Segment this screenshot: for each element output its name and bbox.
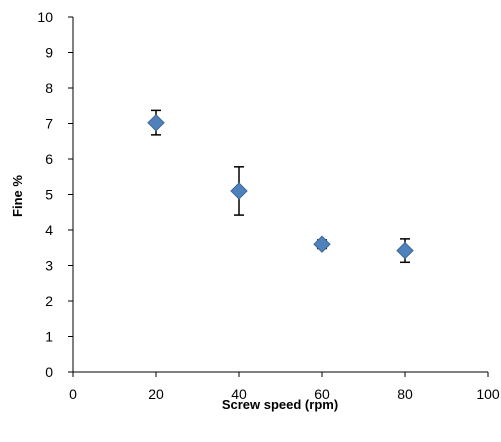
y-tick-label: 6 [45,151,53,167]
y-tick-label: 5 [45,187,53,203]
y-tick-label: 2 [45,293,53,309]
x-tick-label: 40 [231,386,247,402]
x-tick-label: 0 [69,386,77,402]
y-axis-title: Fine % [10,175,25,217]
y-tick-label: 7 [45,116,53,132]
x-axis-ticks: 0 20 40 60 80 100 [69,372,500,402]
x-tick-label: 20 [148,386,164,402]
data-point-marker [396,241,414,260]
x-axis-title: Screw speed (rpm) [222,397,338,412]
data-point-marker [313,235,331,253]
y-tick-label: 10 [37,9,53,25]
x-tick-label: 100 [476,386,500,402]
y-tick-label: 3 [45,258,53,274]
y-axis-ticks: 0 1 2 3 4 5 6 7 8 9 10 [37,9,73,380]
y-tick-label: 1 [45,329,53,345]
data-point-marker [230,182,248,200]
error-bars [151,109,410,264]
y-tick-label: 0 [45,364,53,380]
data-markers [147,114,414,260]
axes [72,17,488,373]
x-tick-label: 80 [397,386,413,402]
data-point-marker [147,114,165,132]
y-tick-label: 9 [45,45,53,61]
x-tick-label: 60 [314,386,330,402]
y-tick-label: 8 [45,80,53,96]
y-tick-label: 4 [45,222,53,238]
